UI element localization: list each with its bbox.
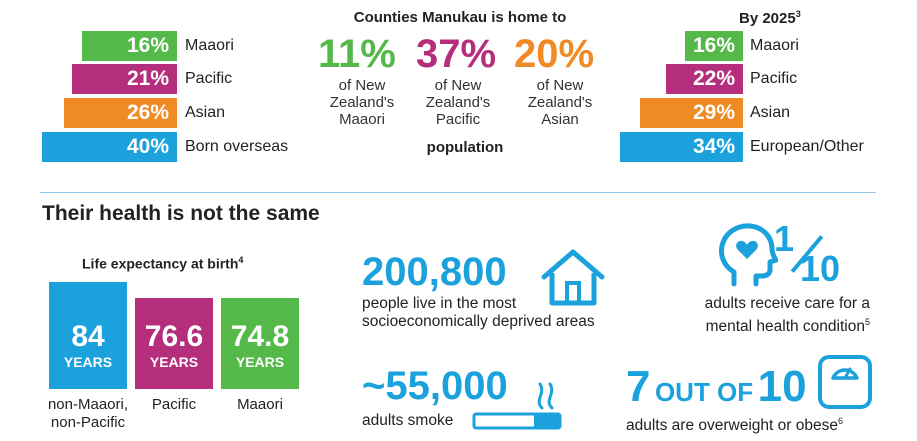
middle-stat-pacific-value: 37% xyxy=(416,32,497,76)
right-bar-asian: 29% xyxy=(640,98,743,128)
left-label-born-overseas: Born overseas xyxy=(185,138,289,155)
life-bar-maaori: 74.8 YEARS xyxy=(221,298,299,389)
left-label-pacific: Pacific xyxy=(185,70,233,87)
head-heart-icon xyxy=(716,222,779,293)
left-bar-asian: 26% xyxy=(64,98,177,128)
life-label-maaori: Maaori xyxy=(237,396,283,413)
life-bar-pacific: 76.6 YEARS xyxy=(135,298,213,389)
middle-stat-asian-text: of New Zealand's Asian xyxy=(527,77,593,128)
scale-icon xyxy=(817,354,873,415)
smoke-text: adults smoke xyxy=(362,412,454,429)
left-bar-born-overseas: 40% xyxy=(42,132,177,162)
deprived-text: people live in the most socioeconomicall… xyxy=(362,295,595,330)
deprived-number: 200,800 xyxy=(362,250,507,294)
middle-stat-maaori-text: of New Zealand's Maaori xyxy=(329,77,395,128)
left-bar-maaori: 16% xyxy=(82,31,177,61)
smoke-number: ~55,000 xyxy=(362,364,508,408)
life-bar-non-maaori: 84 YEARS xyxy=(49,282,127,389)
mental-fraction: 1 10 xyxy=(774,218,841,289)
obese-stat: 7 OUT OF 10 xyxy=(626,362,807,411)
life-expectancy-title: Life expectancy at birth4 xyxy=(82,255,244,272)
right-bar-pacific: 22% xyxy=(666,64,743,94)
left-label-asian: Asian xyxy=(185,104,226,121)
middle-footer: population xyxy=(426,139,504,156)
middle-stat-pacific-text: of New Zealand's Pacific xyxy=(425,77,491,128)
middle-stat-asian-value: 20% xyxy=(514,32,595,76)
middle-title: Counties Manukau is home to xyxy=(353,9,567,26)
right-label-maaori: Maaori xyxy=(750,37,799,54)
left-bar-pacific: 21% xyxy=(72,64,177,94)
life-label-pacific: Pacific xyxy=(151,396,197,413)
right-title: By 20253 xyxy=(739,9,801,27)
house-icon xyxy=(540,247,606,312)
middle-stat-maaori-value: 11% xyxy=(318,32,396,76)
right-label-european-other: European/Other xyxy=(750,138,864,155)
obese-text: adults are overweight or obese6 xyxy=(626,416,843,435)
cigarette-icon xyxy=(472,378,564,439)
mental-text: adults receive care for a mental health … xyxy=(704,295,870,336)
right-label-asian: Asian xyxy=(750,104,791,121)
right-bar-maaori: 16% xyxy=(685,31,743,61)
left-label-maaori: Maaori xyxy=(185,37,234,54)
right-bar-european-other: 34% xyxy=(620,132,743,162)
section-divider xyxy=(40,192,876,193)
life-label-non-maaori: non-Maaori, non-Pacific xyxy=(47,396,129,431)
right-label-pacific: Pacific xyxy=(750,70,798,87)
health-heading: Their health is not the same xyxy=(42,202,320,225)
